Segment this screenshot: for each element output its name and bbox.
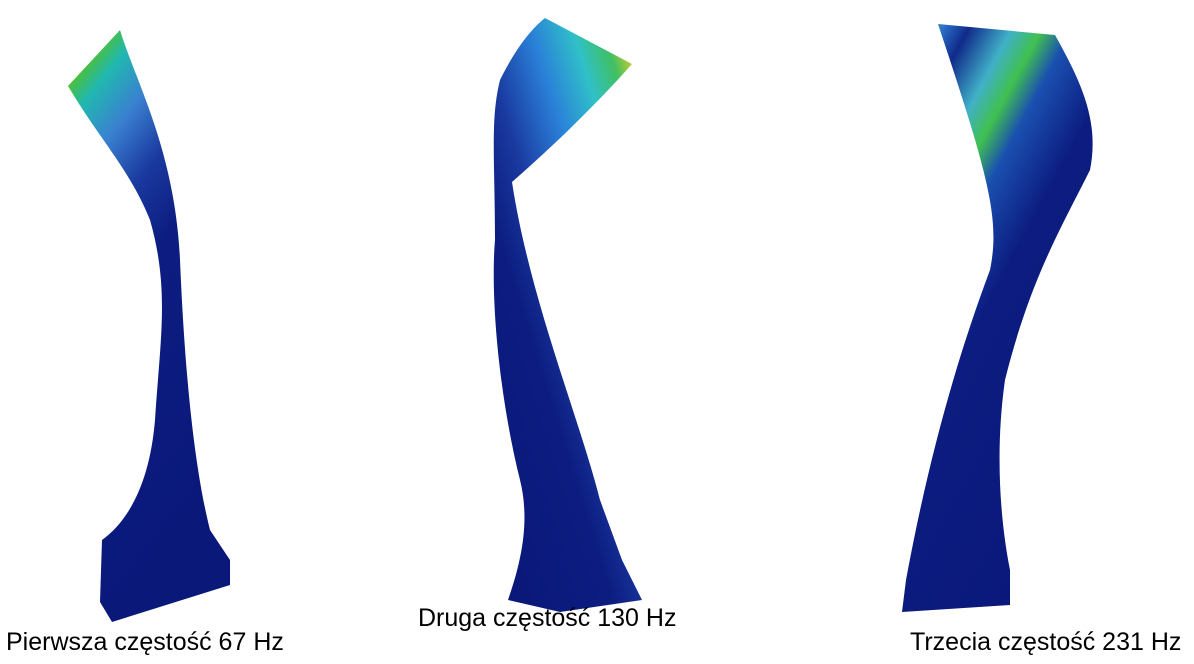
caption: Pierwsza częstość 67 Hz xyxy=(6,628,284,656)
caption: Druga częstość 130 Hz xyxy=(418,604,676,632)
caption: Trzecia częstość 231 Hz xyxy=(910,628,1181,656)
figure: Pierwsza częstość 67 Hz Druga częstość 1… xyxy=(0,0,1194,664)
